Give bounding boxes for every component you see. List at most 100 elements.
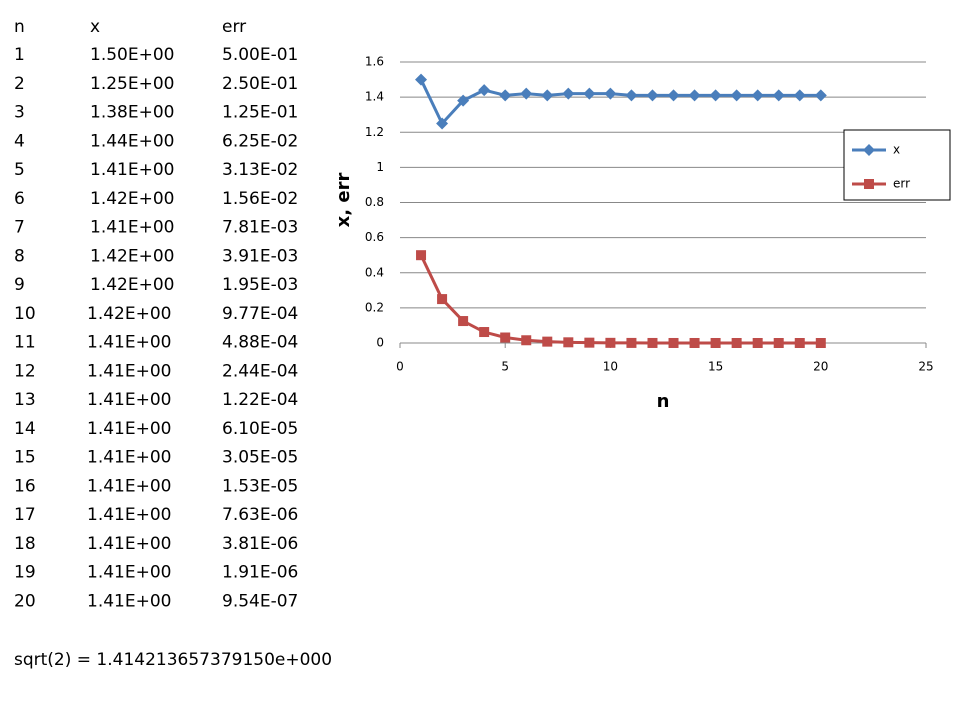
- table-cell: 1.22E-04: [222, 390, 298, 410]
- marker: [583, 87, 596, 100]
- x-tick-label: 15: [708, 360, 723, 374]
- table-cell: 3.13E-02: [222, 160, 298, 180]
- note: sqrt(2) = 1.414213657379150e+000: [14, 650, 332, 670]
- marker: [416, 250, 427, 261]
- table-header: err: [222, 17, 246, 37]
- table-cell: 16: [14, 476, 36, 496]
- x-tick-label: 10: [603, 360, 618, 374]
- marker: [415, 73, 428, 86]
- marker: [437, 294, 448, 305]
- table-cell: 1.38E+00: [90, 103, 174, 123]
- y-axis-label: x, err: [333, 173, 354, 228]
- table-cell: 7.81E-03: [222, 218, 298, 238]
- table-cell: 1.50E+00: [90, 45, 174, 65]
- marker: [457, 94, 470, 107]
- legend-box: [843, 129, 951, 201]
- table-cell: 1.42E+00: [90, 189, 174, 209]
- table-cell: 1.42E+00: [90, 275, 174, 295]
- y-tick-label: 1.6: [365, 55, 384, 69]
- table-cell: 4.88E-04: [222, 333, 298, 353]
- marker: [815, 337, 826, 348]
- marker: [793, 89, 806, 102]
- marker: [814, 89, 827, 102]
- marker: [625, 89, 638, 102]
- table-cell: 1.41E+00: [87, 448, 171, 468]
- marker: [562, 87, 575, 100]
- table-cell: 15: [14, 448, 36, 468]
- marker: [688, 89, 701, 102]
- table-cell: 6.25E-02: [222, 131, 298, 151]
- marker: [605, 337, 616, 348]
- marker: [710, 337, 721, 348]
- marker: [479, 327, 490, 338]
- marker: [604, 87, 617, 100]
- y-tick-label: 0.2: [365, 300, 384, 314]
- marker: [751, 89, 764, 102]
- marker: [520, 87, 533, 100]
- marker: [689, 337, 700, 348]
- marker: [668, 337, 679, 348]
- table-cell: 9.54E-07: [222, 591, 298, 611]
- table-cell: 1.56E-02: [222, 189, 298, 209]
- y-tick-label: 1: [376, 160, 384, 174]
- y-tick-label: 0.4: [365, 265, 384, 279]
- marker: [541, 89, 554, 102]
- y-tick-label: 1.2: [365, 125, 384, 139]
- table-cell: 9.77E-04: [222, 304, 298, 324]
- marker: [584, 337, 595, 348]
- y-tick-label: 1.4: [365, 90, 384, 104]
- table-cell: 1: [14, 45, 25, 65]
- x-tick-label: 0: [396, 360, 404, 374]
- marker: [563, 337, 574, 348]
- table-cell: 14: [14, 419, 36, 439]
- marker: [646, 89, 659, 102]
- marker: [667, 89, 680, 102]
- marker: [752, 337, 763, 348]
- table-cell: 10: [14, 304, 36, 324]
- x-tick-label: 5: [501, 360, 509, 374]
- x-tick-label: 25: [918, 360, 933, 374]
- marker: [731, 337, 742, 348]
- marker: [499, 89, 512, 102]
- marker: [730, 89, 743, 102]
- table-cell: 1.42E+00: [87, 304, 171, 324]
- marker: [626, 337, 637, 348]
- table-cell: 11: [14, 333, 36, 353]
- y-tick-label: 0.8: [365, 195, 384, 209]
- table-cell: 3.81E-06: [222, 534, 298, 554]
- marker: [542, 336, 553, 347]
- table-cell: 8: [14, 246, 25, 266]
- table-cell: 5.00E-01: [222, 45, 298, 65]
- marker: [863, 144, 875, 156]
- table-cell: 1.41E+00: [87, 534, 171, 554]
- marker: [458, 316, 469, 327]
- table-cell: 6: [14, 189, 25, 209]
- marker: [709, 89, 722, 102]
- table-cell: 1.25E+00: [90, 74, 174, 94]
- table-cell: 1.41E+00: [87, 563, 171, 583]
- table-cell: 2.50E-01: [222, 74, 298, 94]
- legend-label: x: [893, 143, 900, 157]
- table-header: n: [14, 17, 25, 37]
- table-cell: 1.95E-03: [222, 275, 298, 295]
- x-axis-label: n: [657, 391, 670, 412]
- table-cell: 3: [14, 103, 25, 123]
- marker: [647, 337, 658, 348]
- table-cell: 20: [14, 591, 36, 611]
- table-cell: 1.41E+00: [87, 390, 171, 410]
- table-cell: 1.25E-01: [222, 103, 298, 123]
- table-cell: 2.44E-04: [222, 361, 298, 381]
- table-cell: 4: [14, 131, 25, 151]
- marker: [521, 335, 532, 346]
- table-cell: 19: [14, 563, 36, 583]
- marker: [794, 337, 805, 348]
- legend-label: err: [893, 177, 910, 191]
- table-cell: 1.41E+00: [87, 591, 171, 611]
- table-cell: 6.10E-05: [222, 419, 298, 439]
- marker: [864, 179, 874, 189]
- table-cell: 2: [14, 74, 25, 94]
- table-cell: 17: [14, 505, 36, 525]
- series-line: [419, 78, 821, 127]
- marker: [436, 117, 449, 130]
- table-cell: 9: [14, 275, 25, 295]
